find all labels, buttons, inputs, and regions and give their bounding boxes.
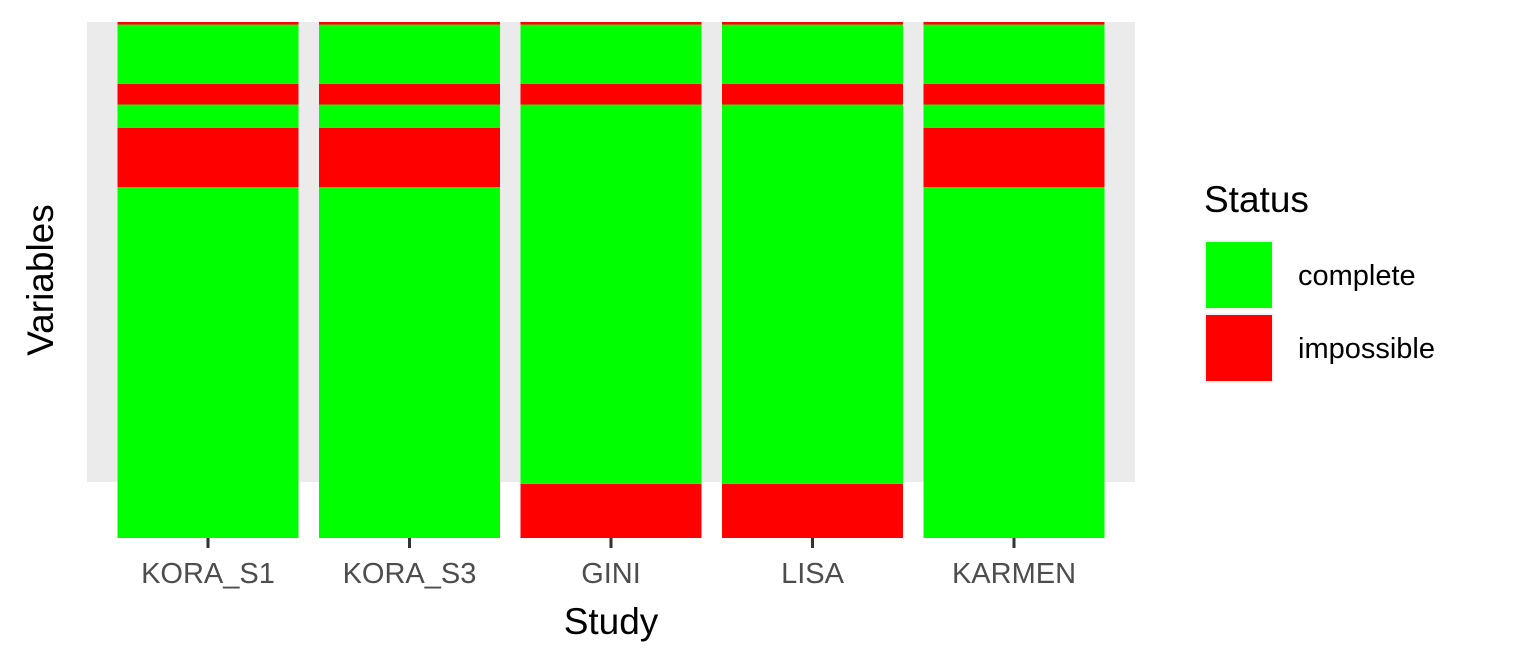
bar-segment-complete [319, 104, 500, 128]
bar-segment-impossible [722, 22, 903, 25]
bar-segment-impossible [923, 127, 1105, 188]
bar-segment-impossible [117, 83, 299, 105]
legend-title: Status [1204, 179, 1309, 220]
bar-column-gini [520, 22, 702, 538]
bar-segment-impossible [319, 22, 500, 25]
bar-segment-complete [117, 104, 299, 128]
bar-segment-impossible [319, 83, 500, 105]
bar-segment-impossible [117, 127, 299, 188]
legend-label-impossible: impossible [1298, 333, 1435, 365]
x-tick-label: KARMEN [952, 558, 1076, 590]
bars-layer [117, 22, 1105, 538]
bar-segment-complete [923, 24, 1105, 84]
bar-segment-complete [722, 104, 903, 484]
x-tick-label: KORA_S1 [141, 558, 275, 590]
y-axis-title: Variables [20, 204, 61, 356]
bar-column-karmen [923, 22, 1105, 538]
x-axis: KORA_S1 KORA_S3 GINI LISA KARMEN [141, 538, 1076, 590]
bar-segment-impossible [923, 83, 1105, 105]
x-tick-label: GINI [581, 558, 641, 590]
bar-column-kora_s1 [117, 22, 299, 538]
bar-segment-impossible [520, 83, 702, 105]
bar-segment-impossible [319, 127, 500, 188]
bar-segment-complete [319, 187, 500, 538]
bar-segment-complete [117, 24, 299, 84]
bar-segment-complete [923, 187, 1105, 538]
x-tick-label: LISA [781, 558, 845, 590]
bar-column-lisa [722, 22, 903, 538]
bar-segment-complete [520, 24, 702, 84]
legend-label-complete: complete [1298, 260, 1416, 292]
bar-segment-impossible [722, 483, 903, 538]
bar-segment-complete [923, 104, 1105, 128]
bar-segment-impossible [520, 483, 702, 538]
bar-segment-impossible [520, 22, 702, 25]
bar-column-kora_s3 [319, 22, 500, 538]
bar-segment-complete [117, 187, 299, 538]
x-axis-title: Study [564, 601, 659, 642]
bar-segment-impossible [117, 22, 299, 25]
bar-segment-impossible [722, 83, 903, 105]
legend-swatch-complete [1206, 242, 1272, 308]
x-tick-label: KORA_S3 [343, 558, 477, 590]
bar-segment-complete [520, 104, 702, 484]
bar-segment-complete [319, 24, 500, 84]
legend-swatch-impossible [1206, 315, 1272, 381]
legend: Status complete impossible [1204, 179, 1435, 383]
bar-segment-impossible [923, 22, 1105, 25]
bar-segment-complete [722, 24, 903, 84]
